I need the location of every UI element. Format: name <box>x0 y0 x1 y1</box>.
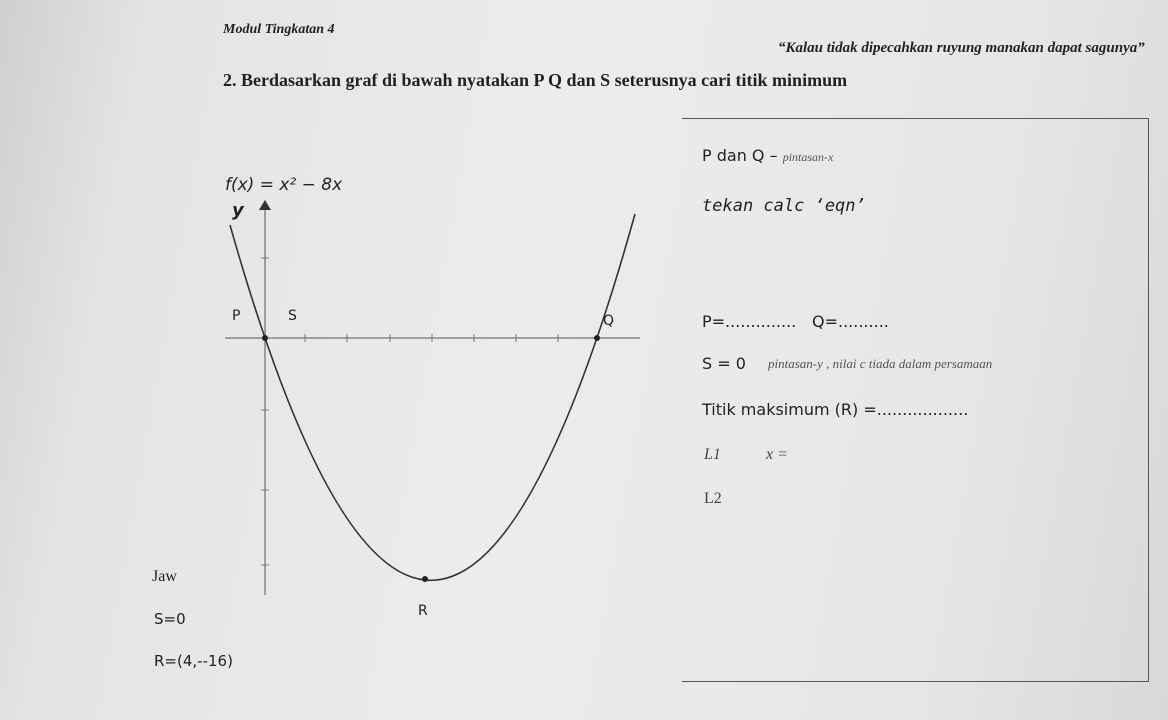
max-point: Titik maksimum (R) =.................. <box>702 400 969 419</box>
answer-s: S=0 <box>154 610 186 628</box>
point-p <box>262 335 268 341</box>
handwritten-note: tekan calc ‘eqn’ <box>702 196 866 216</box>
s-answer: S = 0 <box>702 354 746 373</box>
box-line: P dan Q – pintasan-x <box>702 146 833 165</box>
question: 2. Berdasarkan graf di bawah nyatakan P … <box>223 70 848 90</box>
r-label: R <box>418 603 428 619</box>
text: P dan Q – <box>702 146 778 165</box>
point-q <box>594 335 600 341</box>
answer-heading: Jaw <box>152 568 177 585</box>
l2: L2 <box>704 490 722 507</box>
q-answer: Q=.......... <box>812 312 889 331</box>
function-label: f(x) = x² − 8x <box>225 175 343 195</box>
quote: “Kalau tidak dipecahkan ruyung manakan d… <box>778 40 1145 56</box>
q-label: Q <box>603 313 614 329</box>
s-note: pintasan-y , nilai c tiada dalam persama… <box>768 356 993 371</box>
parabola <box>229 213 636 582</box>
y-arrow <box>259 200 271 210</box>
p-answer: P=.............. <box>702 312 797 331</box>
y-label: y <box>232 200 245 221</box>
p-label: P <box>232 308 240 324</box>
note: pintasan-x <box>782 150 834 164</box>
answer-box <box>682 118 1149 682</box>
axis-ticks <box>261 257 559 566</box>
answer-r: R=(4,--16) <box>154 652 233 670</box>
point-r <box>422 576 428 582</box>
x-eq: x = <box>766 446 788 463</box>
l1: L1 <box>704 446 721 463</box>
module-header: Modul Tingkatan 4 <box>223 22 335 37</box>
s-label: S <box>288 308 297 324</box>
